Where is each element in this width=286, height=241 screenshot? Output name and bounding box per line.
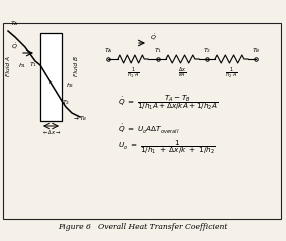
Text: $T_B$: $T_B$ bbox=[252, 46, 260, 55]
Text: $\leftarrow \Delta x \rightarrow$: $\leftarrow \Delta x \rightarrow$ bbox=[41, 128, 61, 136]
Text: $k$: $k$ bbox=[48, 78, 54, 86]
Text: $T_1$: $T_1$ bbox=[29, 60, 37, 69]
Text: $\frac{\Delta x}{kA}$: $\frac{\Delta x}{kA}$ bbox=[178, 66, 186, 80]
Text: $\frac{1}{h_2\ A}$: $\frac{1}{h_2\ A}$ bbox=[225, 66, 237, 81]
Text: $\dot{Q}\ =\ \dfrac{T_A - T_B}{1/h_1 A + \Delta x/kA + 1/h_2 A}$: $\dot{Q}\ =\ \dfrac{T_A - T_B}{1/h_1 A +… bbox=[118, 93, 218, 112]
Bar bbox=[3, 23, 281, 219]
Text: $T_2$: $T_2$ bbox=[62, 98, 70, 107]
Text: $h_2$: $h_2$ bbox=[66, 81, 74, 90]
Text: $\rightarrow T_B$: $\rightarrow T_B$ bbox=[72, 114, 88, 123]
Text: $T_2$: $T_2$ bbox=[203, 46, 211, 55]
Text: Figure 6   Overall Heat Transfer Coefficient: Figure 6 Overall Heat Transfer Coefficie… bbox=[58, 223, 228, 231]
Text: $h_1$: $h_1$ bbox=[18, 61, 26, 70]
Text: $T_A$: $T_A$ bbox=[104, 46, 112, 55]
Text: $U_o\ =\ \dfrac{1}{1/h_1\ +\ \Delta x/k\ +\ 1/h_2}$: $U_o\ =\ \dfrac{1}{1/h_1\ +\ \Delta x/k\… bbox=[118, 139, 215, 156]
Text: Fluid A: Fluid A bbox=[7, 56, 11, 76]
Text: $T_1$: $T_1$ bbox=[154, 46, 162, 55]
Text: $T_A$: $T_A$ bbox=[10, 19, 18, 28]
Text: $\dot{Q}$: $\dot{Q}$ bbox=[11, 41, 18, 51]
Text: $\frac{1}{h_1\ A}$: $\frac{1}{h_1\ A}$ bbox=[127, 66, 139, 81]
Text: $\dot{Q}$: $\dot{Q}$ bbox=[150, 32, 157, 42]
Text: Fluid B: Fluid B bbox=[74, 56, 78, 76]
Text: $\dot{Q}\ =\ U_o A \Delta T_{overall}$: $\dot{Q}\ =\ U_o A \Delta T_{overall}$ bbox=[118, 123, 180, 136]
Bar bbox=[40, 33, 62, 121]
